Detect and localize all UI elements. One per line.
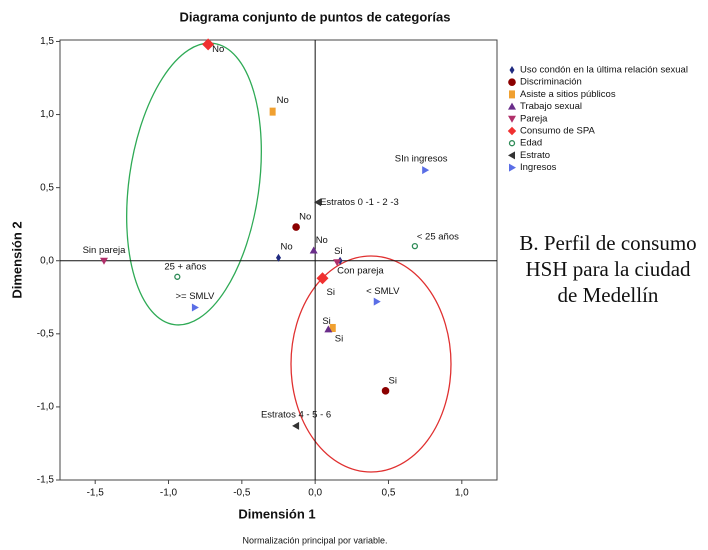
legend-marker <box>509 90 515 99</box>
point <box>373 297 381 306</box>
point-label: 25 + años <box>164 261 206 272</box>
legend-marker <box>507 126 517 136</box>
point <box>309 246 318 254</box>
point-label: Si <box>335 333 343 344</box>
annotation: B. Perfil de consumo <box>519 231 696 255</box>
point <box>411 242 419 250</box>
y-tick-label: 1,0 <box>40 109 54 120</box>
point-label: No <box>281 241 293 252</box>
y-tick-label: -1,5 <box>37 475 55 486</box>
chart-title: Diagrama conjunto de puntos de categoría… <box>180 9 451 24</box>
point <box>333 259 342 267</box>
point <box>292 421 300 430</box>
point <box>276 253 281 262</box>
legend-marker <box>508 102 516 110</box>
point <box>174 273 181 280</box>
y-tick-label: -1,0 <box>37 402 55 413</box>
legend-marker <box>509 66 515 74</box>
point <box>329 323 336 332</box>
point-label: Si <box>326 287 334 298</box>
point <box>422 166 430 175</box>
x-tick-label: -1,5 <box>87 488 105 499</box>
y-tick-label: 0,5 <box>40 182 54 193</box>
point-label: Con pareja <box>337 266 384 277</box>
point <box>292 223 300 231</box>
legend-marker <box>508 115 516 123</box>
point <box>324 325 333 333</box>
point <box>269 107 276 116</box>
legend-marker <box>508 140 516 147</box>
point-label: No <box>316 235 328 246</box>
point <box>99 257 108 265</box>
point-label: SIn ingresos <box>395 154 448 165</box>
point-label: < 25 años <box>417 232 459 243</box>
legend-item: Ingresos <box>520 162 557 173</box>
x-axis-title: Dimensión 1 <box>238 506 315 521</box>
y-tick-label: 0,0 <box>40 255 54 266</box>
point-label: Si <box>389 375 397 386</box>
legend-item: Edad <box>520 138 542 149</box>
point-label: No <box>299 212 311 223</box>
legend-marker <box>508 78 516 86</box>
point <box>314 198 322 207</box>
point <box>202 38 215 51</box>
legend-item: Uso condón en la última relación sexual <box>520 65 688 76</box>
cluster-ellipse <box>126 42 262 326</box>
legend-marker <box>508 151 515 160</box>
x-tick-label: 0,0 <box>308 488 322 499</box>
point-label: >= SMLV <box>175 291 215 302</box>
x-tick-label: 1,0 <box>455 488 469 499</box>
point-label: Si <box>322 316 330 327</box>
cluster-ellipse <box>290 255 452 473</box>
legend-item: Discriminación <box>520 77 582 88</box>
point <box>381 387 390 395</box>
annotation: de Medellín <box>558 283 659 307</box>
legend-marker <box>509 163 516 172</box>
point-label: Si <box>334 246 342 257</box>
point <box>316 272 329 285</box>
legend-item: Estrato <box>520 150 550 161</box>
annotation: HSH para la ciudad <box>525 257 691 281</box>
point-label: Estratos 4 - 5 - 6 <box>261 409 331 420</box>
legend-item: Pareja <box>520 113 548 124</box>
point-label: Sin pareja <box>83 245 126 256</box>
y-axis-title: Dimensión 2 <box>9 221 24 298</box>
point-label: No <box>277 95 289 106</box>
point-label: Estratos 0 -1 - 2 -3 <box>320 197 399 208</box>
point-label: < SMLV <box>366 286 400 297</box>
legend-item: Trabajo sexual <box>520 101 582 112</box>
footnote: Normalización principal por variable. <box>242 535 387 545</box>
legend-item: Consumo de SPA <box>520 126 595 137</box>
x-tick-label: -0,5 <box>233 488 251 499</box>
x-tick-label: -1,0 <box>160 488 178 499</box>
y-tick-label: -0,5 <box>37 328 55 339</box>
legend-item: Asiste a sitios públicos <box>520 89 616 100</box>
point <box>191 303 199 312</box>
y-tick-label: 1,5 <box>40 36 54 47</box>
x-tick-label: 0,5 <box>382 488 396 499</box>
point-label: No <box>212 44 224 55</box>
